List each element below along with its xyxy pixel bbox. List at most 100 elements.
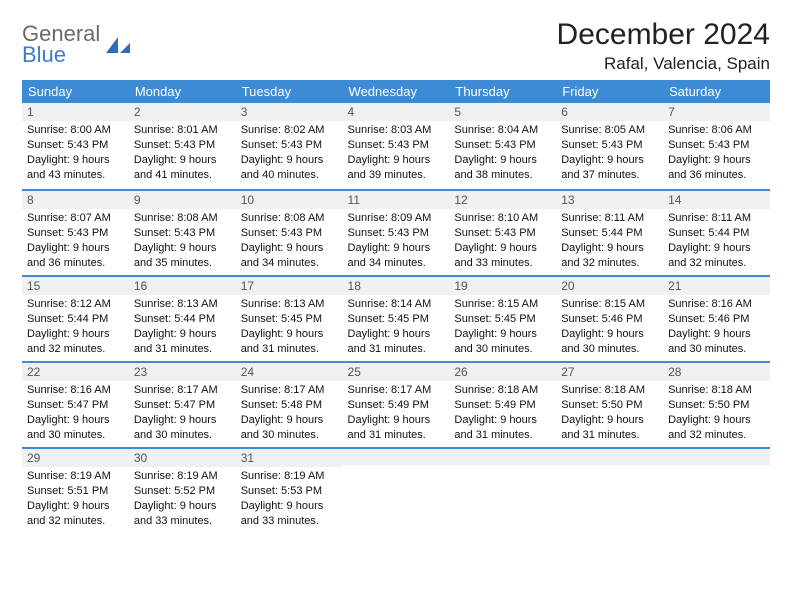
day-number: 30 bbox=[129, 447, 236, 467]
sunrise-line: Sunrise: 8:00 AM bbox=[27, 123, 124, 138]
day-number: 14 bbox=[663, 189, 770, 209]
sunrise-line: Sunrise: 8:18 AM bbox=[668, 383, 765, 398]
sunset-line: Sunset: 5:43 PM bbox=[241, 226, 338, 241]
day-number: 28 bbox=[663, 361, 770, 381]
daylight-line: Daylight: 9 hours and 31 minutes. bbox=[348, 327, 445, 357]
calendar-cell: 18Sunrise: 8:14 AMSunset: 5:45 PMDayligh… bbox=[343, 275, 450, 361]
day-details: Sunrise: 8:19 AMSunset: 5:53 PMDaylight:… bbox=[236, 467, 343, 532]
calendar-body: 1Sunrise: 8:00 AMSunset: 5:43 PMDaylight… bbox=[22, 103, 770, 533]
sunrise-line: Sunrise: 8:08 AM bbox=[241, 211, 338, 226]
weekday-header: Wednesday bbox=[343, 80, 450, 103]
daylight-line: Daylight: 9 hours and 41 minutes. bbox=[134, 153, 231, 183]
day-number: 23 bbox=[129, 361, 236, 381]
daylight-line: Daylight: 9 hours and 30 minutes. bbox=[241, 413, 338, 443]
sunset-line: Sunset: 5:52 PM bbox=[134, 484, 231, 499]
day-number: 1 bbox=[22, 103, 129, 121]
day-number bbox=[556, 447, 663, 465]
daylight-line: Daylight: 9 hours and 38 minutes. bbox=[454, 153, 551, 183]
sunset-line: Sunset: 5:45 PM bbox=[348, 312, 445, 327]
daylight-line: Daylight: 9 hours and 30 minutes. bbox=[454, 327, 551, 357]
sunrise-line: Sunrise: 8:17 AM bbox=[241, 383, 338, 398]
sunset-line: Sunset: 5:44 PM bbox=[134, 312, 231, 327]
sunset-line: Sunset: 5:46 PM bbox=[561, 312, 658, 327]
day-number: 4 bbox=[343, 103, 450, 121]
calendar-cell: 9Sunrise: 8:08 AMSunset: 5:43 PMDaylight… bbox=[129, 189, 236, 275]
day-number: 8 bbox=[22, 189, 129, 209]
day-details: Sunrise: 8:00 AMSunset: 5:43 PMDaylight:… bbox=[22, 121, 129, 186]
calendar-cell: 8Sunrise: 8:07 AMSunset: 5:43 PMDaylight… bbox=[22, 189, 129, 275]
daylight-line: Daylight: 9 hours and 31 minutes. bbox=[454, 413, 551, 443]
weekday-header: Saturday bbox=[663, 80, 770, 103]
day-details: Sunrise: 8:12 AMSunset: 5:44 PMDaylight:… bbox=[22, 295, 129, 360]
day-details: Sunrise: 8:01 AMSunset: 5:43 PMDaylight:… bbox=[129, 121, 236, 186]
sunset-line: Sunset: 5:45 PM bbox=[241, 312, 338, 327]
day-number: 15 bbox=[22, 275, 129, 295]
day-number: 9 bbox=[129, 189, 236, 209]
sunrise-line: Sunrise: 8:16 AM bbox=[668, 297, 765, 312]
weekday-row: SundayMondayTuesdayWednesdayThursdayFrid… bbox=[22, 80, 770, 103]
day-number: 21 bbox=[663, 275, 770, 295]
sunset-line: Sunset: 5:43 PM bbox=[561, 138, 658, 153]
daylight-line: Daylight: 9 hours and 31 minutes. bbox=[561, 413, 658, 443]
calendar-table: SundayMondayTuesdayWednesdayThursdayFrid… bbox=[22, 80, 770, 533]
sunset-line: Sunset: 5:44 PM bbox=[27, 312, 124, 327]
daylight-line: Daylight: 9 hours and 30 minutes. bbox=[561, 327, 658, 357]
day-number: 25 bbox=[343, 361, 450, 381]
daylight-line: Daylight: 9 hours and 32 minutes. bbox=[27, 499, 124, 529]
calendar-cell: 1Sunrise: 8:00 AMSunset: 5:43 PMDaylight… bbox=[22, 103, 129, 189]
day-number: 31 bbox=[236, 447, 343, 467]
sunset-line: Sunset: 5:43 PM bbox=[27, 138, 124, 153]
day-details: Sunrise: 8:09 AMSunset: 5:43 PMDaylight:… bbox=[343, 209, 450, 274]
sunset-line: Sunset: 5:43 PM bbox=[454, 138, 551, 153]
day-number: 12 bbox=[449, 189, 556, 209]
day-number: 13 bbox=[556, 189, 663, 209]
daylight-line: Daylight: 9 hours and 30 minutes. bbox=[668, 327, 765, 357]
day-details: Sunrise: 8:19 AMSunset: 5:52 PMDaylight:… bbox=[129, 467, 236, 532]
sunrise-line: Sunrise: 8:17 AM bbox=[134, 383, 231, 398]
day-number: 24 bbox=[236, 361, 343, 381]
location: Rafal, Valencia, Spain bbox=[557, 54, 770, 74]
day-number: 16 bbox=[129, 275, 236, 295]
calendar-cell: 26Sunrise: 8:18 AMSunset: 5:49 PMDayligh… bbox=[449, 361, 556, 447]
sunset-line: Sunset: 5:50 PM bbox=[561, 398, 658, 413]
calendar-week: 29Sunrise: 8:19 AMSunset: 5:51 PMDayligh… bbox=[22, 447, 770, 533]
calendar-cell: 3Sunrise: 8:02 AMSunset: 5:43 PMDaylight… bbox=[236, 103, 343, 189]
sunrise-line: Sunrise: 8:01 AM bbox=[134, 123, 231, 138]
weekday-header: Monday bbox=[129, 80, 236, 103]
day-number: 22 bbox=[22, 361, 129, 381]
day-number: 20 bbox=[556, 275, 663, 295]
sunset-line: Sunset: 5:47 PM bbox=[134, 398, 231, 413]
day-number: 3 bbox=[236, 103, 343, 121]
calendar-cell: 6Sunrise: 8:05 AMSunset: 5:43 PMDaylight… bbox=[556, 103, 663, 189]
day-number: 10 bbox=[236, 189, 343, 209]
day-details: Sunrise: 8:13 AMSunset: 5:44 PMDaylight:… bbox=[129, 295, 236, 360]
sunrise-line: Sunrise: 8:05 AM bbox=[561, 123, 658, 138]
daylight-line: Daylight: 9 hours and 39 minutes. bbox=[348, 153, 445, 183]
sunrise-line: Sunrise: 8:11 AM bbox=[561, 211, 658, 226]
sunrise-line: Sunrise: 8:11 AM bbox=[668, 211, 765, 226]
calendar-week: 1Sunrise: 8:00 AMSunset: 5:43 PMDaylight… bbox=[22, 103, 770, 189]
day-details: Sunrise: 8:07 AMSunset: 5:43 PMDaylight:… bbox=[22, 209, 129, 274]
daylight-line: Daylight: 9 hours and 30 minutes. bbox=[27, 413, 124, 443]
sunrise-line: Sunrise: 8:19 AM bbox=[241, 469, 338, 484]
calendar-cell: 21Sunrise: 8:16 AMSunset: 5:46 PMDayligh… bbox=[663, 275, 770, 361]
sunrise-line: Sunrise: 8:19 AM bbox=[27, 469, 124, 484]
brand-line2: Blue bbox=[22, 45, 100, 66]
daylight-line: Daylight: 9 hours and 32 minutes. bbox=[668, 241, 765, 271]
day-details: Sunrise: 8:18 AMSunset: 5:50 PMDaylight:… bbox=[663, 381, 770, 446]
brand-logo: General Blue bbox=[22, 18, 132, 66]
daylight-line: Daylight: 9 hours and 37 minutes. bbox=[561, 153, 658, 183]
day-details: Sunrise: 8:05 AMSunset: 5:43 PMDaylight:… bbox=[556, 121, 663, 186]
daylight-line: Daylight: 9 hours and 32 minutes. bbox=[561, 241, 658, 271]
day-details: Sunrise: 8:06 AMSunset: 5:43 PMDaylight:… bbox=[663, 121, 770, 186]
calendar-cell bbox=[343, 447, 450, 533]
sunrise-line: Sunrise: 8:17 AM bbox=[348, 383, 445, 398]
calendar-cell: 17Sunrise: 8:13 AMSunset: 5:45 PMDayligh… bbox=[236, 275, 343, 361]
sunrise-line: Sunrise: 8:13 AM bbox=[134, 297, 231, 312]
sunset-line: Sunset: 5:43 PM bbox=[348, 138, 445, 153]
daylight-line: Daylight: 9 hours and 43 minutes. bbox=[27, 153, 124, 183]
day-details: Sunrise: 8:11 AMSunset: 5:44 PMDaylight:… bbox=[556, 209, 663, 274]
calendar-cell: 22Sunrise: 8:16 AMSunset: 5:47 PMDayligh… bbox=[22, 361, 129, 447]
calendar-cell bbox=[556, 447, 663, 533]
day-number: 18 bbox=[343, 275, 450, 295]
